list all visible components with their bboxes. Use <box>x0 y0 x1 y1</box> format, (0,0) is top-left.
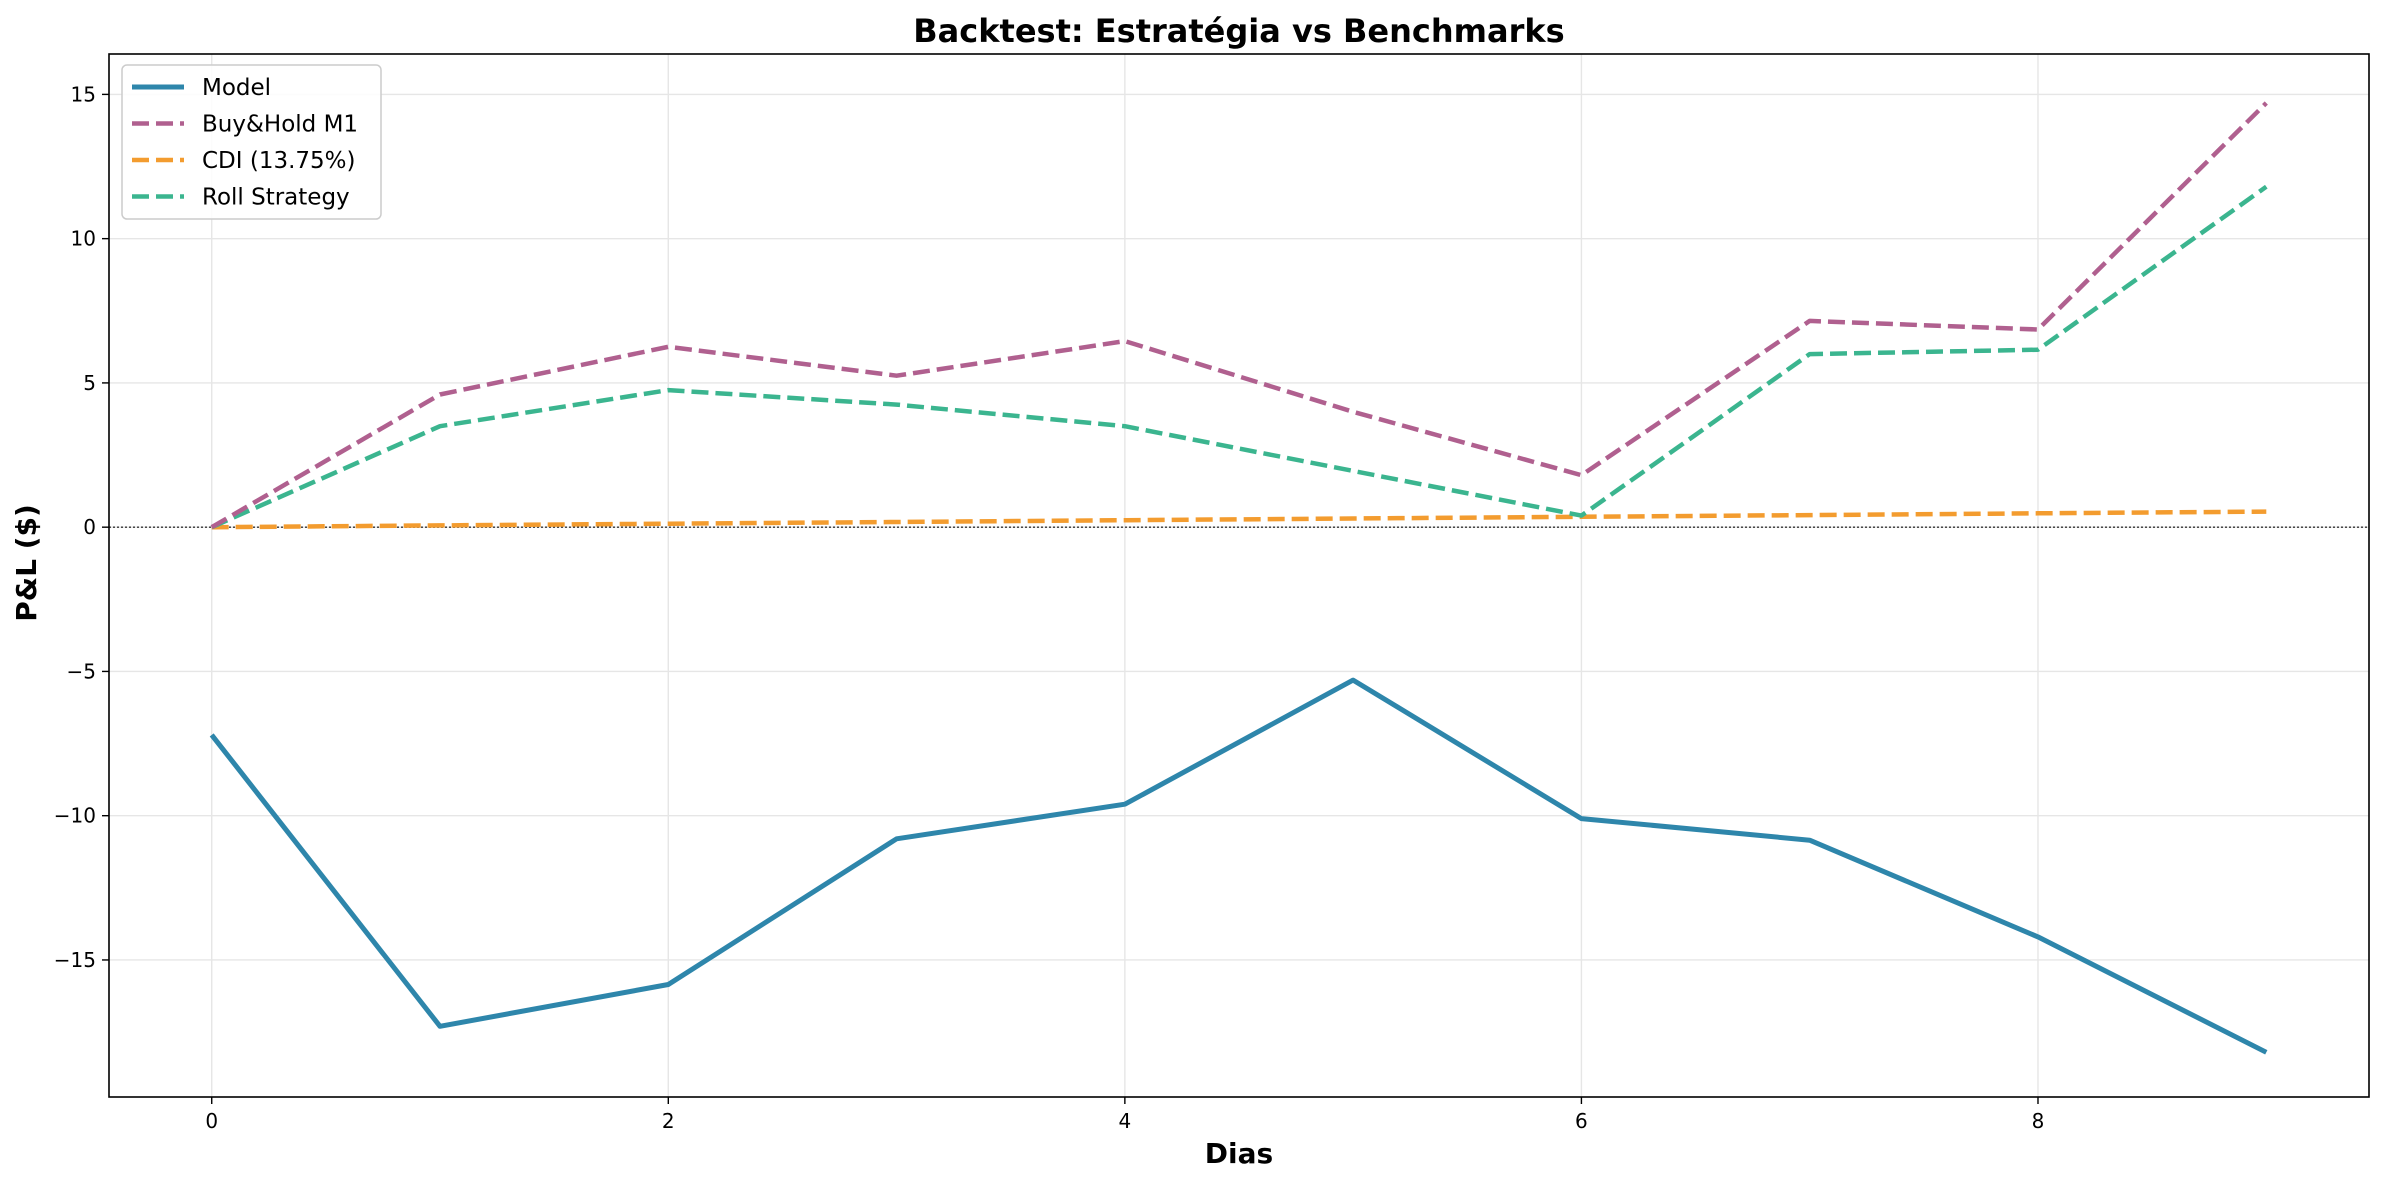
series-line-buy-hold-m1 <box>210 101 2268 530</box>
legend-box <box>121 64 382 220</box>
series-layer <box>209 101 2268 1055</box>
y-tick-label: −15 <box>54 948 96 972</box>
y-axis-label: P&L ($) <box>10 504 43 622</box>
x-tick-label: 6 <box>1575 1109 1588 1133</box>
legend-label: Model <box>202 75 271 101</box>
y-tick-label: 10 <box>71 227 96 251</box>
y-tick-label: 0 <box>83 515 96 539</box>
tick-layer: 0 2 4 6 8 −15 −10 −5 0 5 10 15 <box>54 82 2045 1133</box>
series-line-model <box>209 677 2268 1055</box>
grid-layer <box>109 54 2369 1097</box>
legend-label: CDI (13.75%) <box>202 148 356 174</box>
y-tick-label: 15 <box>71 82 96 106</box>
chart-title: Backtest: Estratégia vs Benchmarks <box>913 12 1564 50</box>
legend-label: Roll Strategy <box>202 185 350 211</box>
x-axis-label: Dias <box>1205 1137 1273 1170</box>
x-tick-label: 8 <box>2032 1109 2045 1133</box>
y-tick-label: −10 <box>54 804 96 828</box>
y-tick-label: 5 <box>83 371 96 395</box>
x-tick-label: 0 <box>205 1109 218 1133</box>
legend-label: Buy&Hold M1 <box>202 112 358 138</box>
series-line-roll-strategy <box>210 184 2268 530</box>
legend: Model Buy&Hold M1 CDI (13.75%) Roll Strateg… <box>121 64 382 220</box>
series-line-cdi-13-75 <box>211 509 2267 530</box>
x-tick-label: 2 <box>662 1109 675 1133</box>
y-tick-label: −5 <box>67 659 96 683</box>
x-tick-label: 4 <box>1118 1109 1131 1133</box>
plot-frame <box>108 53 2370 1098</box>
legend-items: Model Buy&Hold M1 CDI (13.75%) Roll Strateg… <box>132 75 358 211</box>
